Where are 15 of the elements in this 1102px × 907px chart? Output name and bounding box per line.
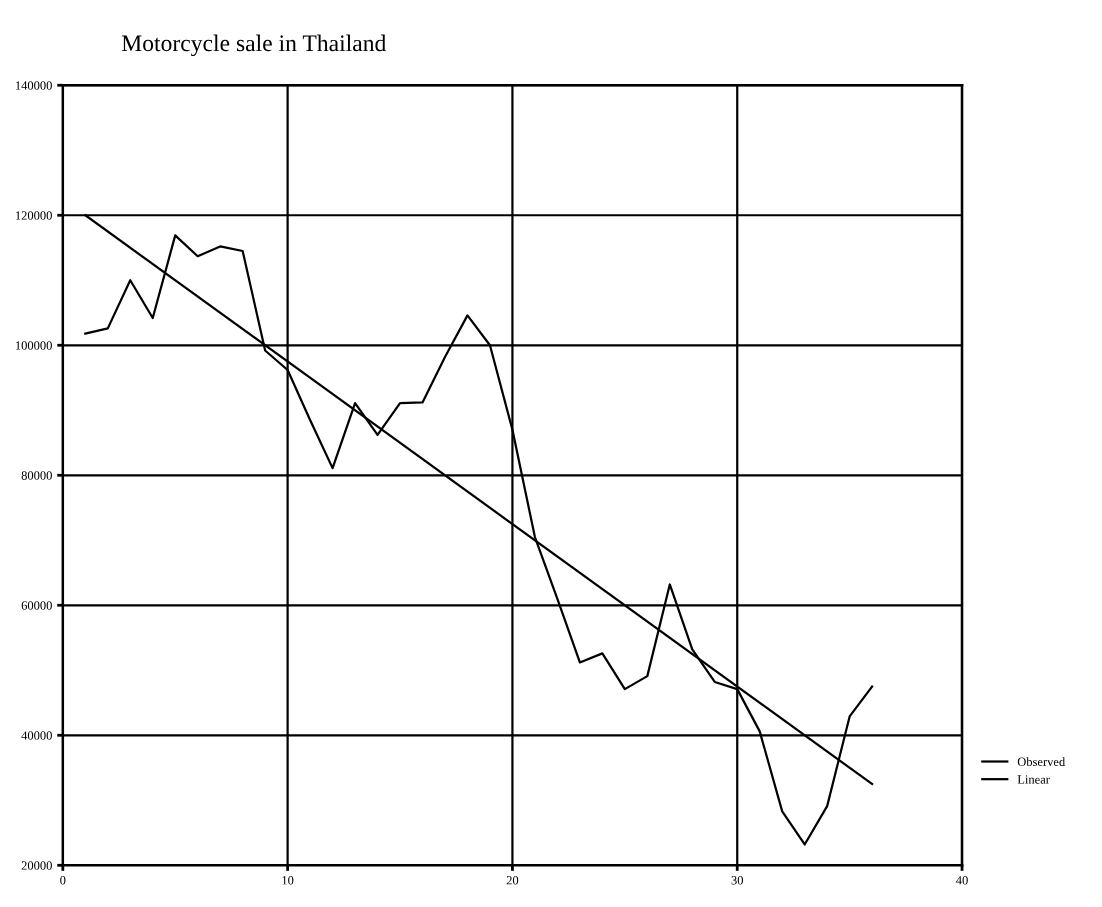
x-tick-label: 30: [731, 876, 744, 885]
chart-title: Motorcycle sale in Thailand: [121, 34, 387, 57]
y-tick-label: 80000: [21, 471, 52, 480]
y-tick-label: 60000: [21, 601, 52, 610]
x-tick-label: 10: [282, 876, 294, 885]
legend-label: Observed: [1017, 757, 1066, 767]
legend-label: Linear: [1017, 775, 1050, 784]
x-tick-label: 40: [956, 876, 968, 885]
x-tick-label: 20: [506, 876, 519, 885]
y-tick-label: 140000: [16, 81, 52, 90]
y-tick-label: 40000: [21, 731, 52, 740]
y-tick-label: 120000: [16, 211, 52, 220]
y-tick-label: 100000: [16, 341, 52, 350]
x-tick-label: 0: [60, 876, 66, 885]
y-tick-label: 20000: [21, 861, 52, 870]
